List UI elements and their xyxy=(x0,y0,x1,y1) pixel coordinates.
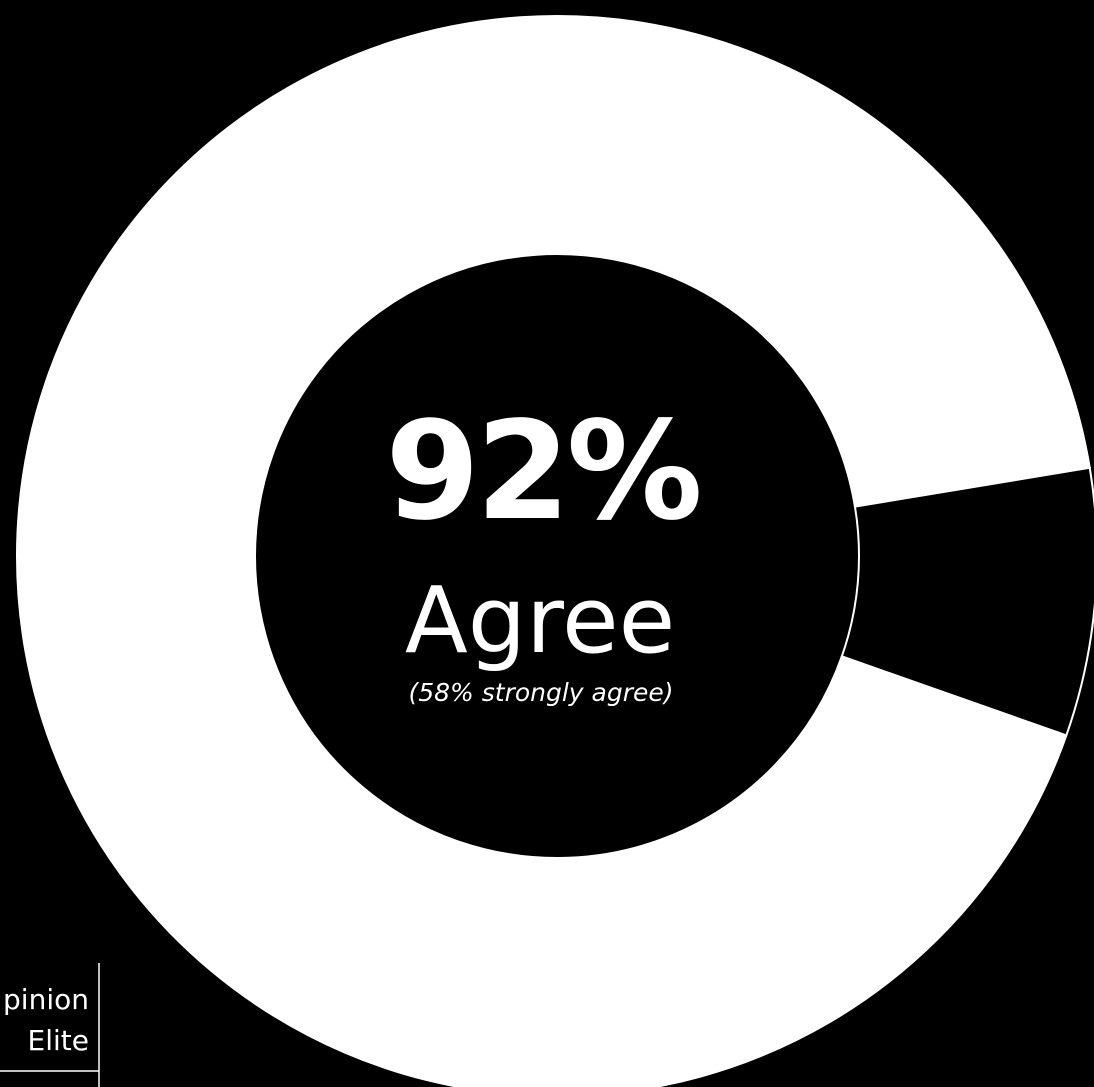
center-value: 92% xyxy=(385,393,699,551)
slice-other xyxy=(840,466,1094,737)
slice-agree xyxy=(16,15,1091,1087)
center-label: Agree xyxy=(405,567,675,674)
legend-box: pinion Elite xyxy=(0,963,100,1087)
donut-slices xyxy=(16,15,1094,1087)
legend-line-1: pinion xyxy=(3,983,89,1016)
center-sublabel: (58% strongly agree) xyxy=(408,678,673,707)
legend-line-2: Elite xyxy=(28,1024,89,1057)
